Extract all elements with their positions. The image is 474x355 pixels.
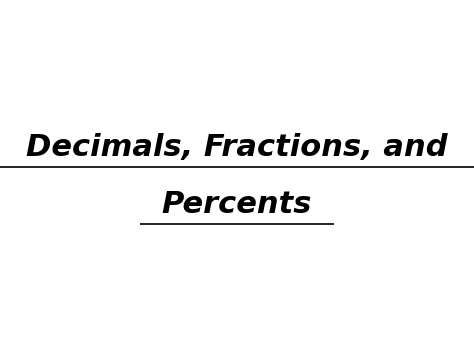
- Text: Decimals, Fractions, and: Decimals, Fractions, and: [26, 133, 448, 162]
- Text: Percents: Percents: [162, 190, 312, 219]
